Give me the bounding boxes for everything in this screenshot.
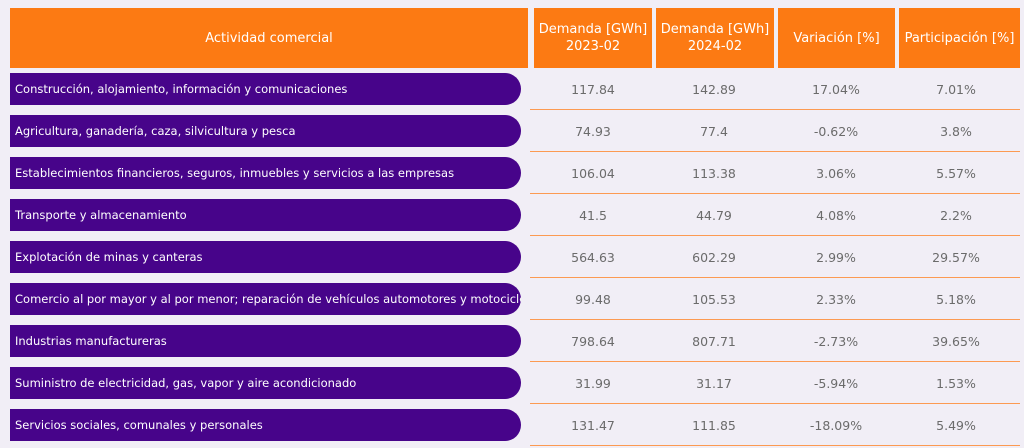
cell-d2024: 111.85 (692, 417, 736, 433)
activity-label: Transporte y almacenamiento (10, 199, 521, 231)
table-row: Establecimientos financieros, seguros, i… (0, 152, 1024, 194)
activity-label: Explotación de minas y canteras (10, 241, 521, 273)
cell-d2023: 798.64 (571, 333, 615, 349)
cell-variation: -0.62% (813, 123, 859, 139)
row-divider (530, 109, 1020, 110)
activity-label: Servicios sociales, comunales y personal… (10, 409, 521, 441)
cell-participation: 5.57% (936, 165, 976, 181)
row-divider (530, 403, 1020, 404)
cell-variation: 3.06% (816, 165, 856, 181)
cell-d2023: 41.5 (579, 207, 607, 223)
row-divider (530, 235, 1020, 236)
cell-d2024: 807.71 (692, 333, 736, 349)
cell-participation: 3.8% (940, 123, 972, 139)
cell-participation: 29.57% (932, 249, 980, 265)
cell-variation: -5.94% (813, 375, 859, 391)
row-divider (530, 277, 1020, 278)
cell-participation: 5.49% (936, 417, 976, 433)
cell-d2023: 31.99 (575, 375, 611, 391)
activity-label: Establecimientos financieros, seguros, i… (10, 157, 521, 189)
header-activity: Actividad comercial (10, 8, 528, 68)
activity-label: Industrias manufactureras (10, 325, 521, 357)
cell-d2024: 105.53 (692, 291, 736, 307)
activity-label: Agricultura, ganadería, caza, silvicultu… (10, 115, 521, 147)
row-divider (530, 151, 1020, 152)
cell-participation: 7.01% (936, 81, 976, 97)
cell-d2024: 77.4 (700, 123, 728, 139)
cell-d2024: 31.17 (696, 375, 732, 391)
cell-participation: 39.65% (932, 333, 980, 349)
table-row: Construcción, alojamiento, información y… (0, 68, 1024, 110)
cell-d2023: 564.63 (571, 249, 615, 265)
cell-d2023: 74.93 (575, 123, 611, 139)
cell-participation: 1.53% (936, 375, 976, 391)
row-divider (530, 319, 1020, 320)
row-divider (530, 193, 1020, 194)
cell-d2023: 117.84 (571, 81, 615, 97)
header-demand-2023: Demanda [GWh] 2023-02 (534, 8, 652, 68)
table-row: Comercio al por mayor y al por menor; re… (0, 278, 1024, 320)
cell-variation: 2.33% (816, 291, 856, 307)
table-header: Actividad comercial Demanda [GWh] 2023-02… (10, 8, 1020, 68)
table-row: Transporte y almacenamiento 41.5 44.79 4.08… (0, 194, 1024, 236)
header-participation: Participación [%] (899, 8, 1020, 68)
cell-participation: 2.2% (940, 207, 972, 223)
cell-d2024: 44.79 (696, 207, 732, 223)
table-row: Servicios sociales, comunales y personal… (0, 404, 1024, 446)
table-row: Explotación de minas y canteras 564.63 602… (0, 236, 1024, 278)
activity-label: Comercio al por mayor y al por menor; re… (10, 283, 521, 315)
header-variation: Variación [%] (778, 8, 895, 68)
cell-d2023: 99.48 (575, 291, 611, 307)
table-row: Agricultura, ganadería, caza, silvicultu… (0, 110, 1024, 152)
row-divider (530, 445, 1020, 446)
activity-label: Suministro de electricidad, gas, vapor y… (10, 367, 521, 399)
cell-variation: 4.08% (816, 207, 856, 223)
cell-d2024: 142.89 (692, 81, 736, 97)
header-demand-2024: Demanda [GWh] 2024-02 (656, 8, 774, 68)
cell-variation: 17.04% (812, 81, 860, 97)
cell-d2024: 602.29 (692, 249, 736, 265)
cell-d2023: 106.04 (571, 165, 615, 181)
cell-d2024: 113.38 (692, 165, 736, 181)
cell-participation: 5.18% (936, 291, 976, 307)
cell-d2023: 131.47 (571, 417, 615, 433)
cell-variation: -18.09% (809, 417, 863, 433)
cell-variation: 2.99% (816, 249, 856, 265)
cell-variation: -2.73% (813, 333, 859, 349)
table-row: Industrias manufactureras 798.64 807.71 -2.… (0, 320, 1024, 362)
row-divider (530, 361, 1020, 362)
activity-label: Construcción, alojamiento, información y… (10, 73, 521, 105)
table-row: Suministro de electricidad, gas, vapor y… (0, 362, 1024, 404)
